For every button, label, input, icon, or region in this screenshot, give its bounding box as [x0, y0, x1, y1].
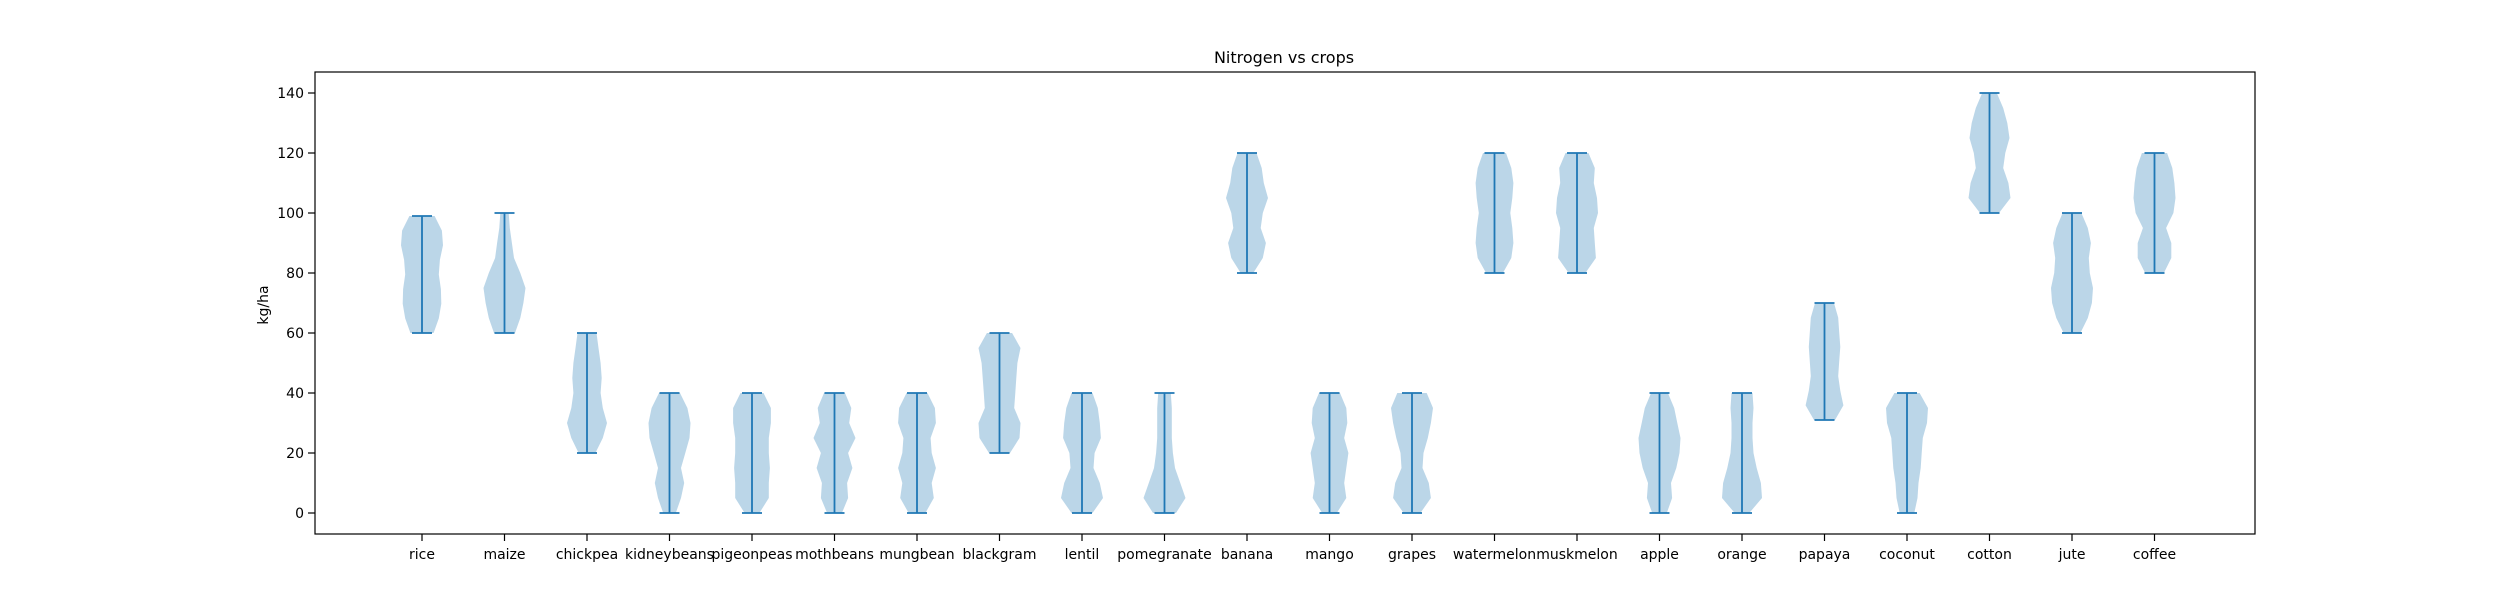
x-tick-label: pigeonpeas	[711, 547, 792, 563]
violins-layer	[401, 92, 2176, 514]
x-tick-label: watermelon	[1453, 547, 1536, 563]
chart-title: Nitrogen vs crops	[1214, 48, 1354, 67]
y-tick-label: 40	[286, 386, 304, 402]
y-axis: 0 20 40 60 80 100 120 140	[277, 86, 315, 522]
x-tick-label: mothbeans	[795, 547, 874, 563]
x-tick-label: cotton	[1967, 547, 2012, 563]
y-tick-label: 100	[277, 206, 304, 222]
x-tick-label: papaya	[1799, 547, 1851, 563]
plot-frame	[314, 71, 2256, 535]
x-tick-label: chickpea	[556, 547, 618, 563]
y-tick-label: 60	[286, 326, 304, 342]
x-tick-label: coffee	[2133, 547, 2176, 563]
x-tick-label: banana	[1221, 547, 1273, 563]
x-tick-label: lentil	[1065, 547, 1100, 563]
y-tick-label: 0	[295, 506, 304, 522]
x-tick-label: mango	[1305, 547, 1354, 563]
x-tick-label: grapes	[1388, 547, 1436, 563]
y-tick-label: 140	[277, 86, 304, 102]
x-tick-label: coconut	[1879, 547, 1935, 563]
x-tick-label: mungbean	[879, 547, 954, 563]
y-axis-label: kg/ha	[256, 285, 272, 324]
y-tick-label: 20	[286, 446, 304, 462]
y-tick-label: 80	[286, 266, 304, 282]
x-tick-label: maize	[483, 547, 525, 563]
x-tick-label: kidneybeans	[625, 547, 714, 563]
x-tick-label: blackgram	[962, 547, 1036, 563]
x-tick-label: rice	[409, 547, 435, 563]
x-tick-label: muskmelon	[1536, 547, 1618, 563]
x-tick-label: orange	[1717, 547, 1766, 563]
x-tick-label: apple	[1640, 547, 1679, 563]
y-tick-label: 120	[277, 146, 304, 162]
x-tick-label: pomegranate	[1117, 547, 1211, 563]
x-tick-label: jute	[2058, 547, 2086, 563]
